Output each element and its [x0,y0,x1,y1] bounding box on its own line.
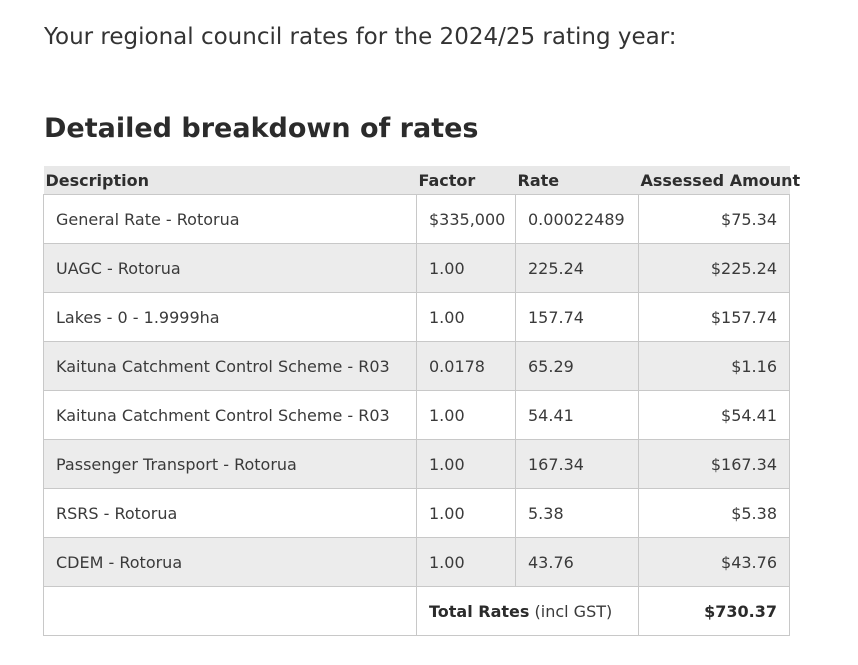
total-amount: $730.37 [704,601,777,621]
row-description: CDEM - Rotorua [43,537,417,587]
row-rate: 225.24 [515,243,639,293]
table-row: General Rate - Rotorua $335,000 0.000224… [43,194,790,244]
row-amount: $167.34 [638,439,790,489]
row-description: Lakes - 0 - 1.9999ha [43,292,417,342]
table-row: UAGC - Rotorua 1.00 225.24 $225.24 [43,243,790,293]
row-factor: 1.00 [416,439,516,489]
table-row: CDEM - Rotorua 1.00 43.76 $43.76 [43,537,790,587]
row-factor: 1.00 [416,537,516,587]
table-row: Lakes - 0 - 1.9999ha 1.00 157.74 $157.74 [43,292,790,342]
section-title: Detailed breakdown of rates [44,113,479,144]
row-factor: 0.0178 [416,341,516,391]
header-assessed-amount: Assessed Amount [638,166,800,195]
table-row: Kaituna Catchment Control Scheme - R03 0… [43,341,790,391]
row-factor: 1.00 [416,292,516,342]
row-description: Passenger Transport - Rotorua [43,439,417,489]
row-factor: $335,000 [416,194,516,244]
row-description: RSRS - Rotorua [43,488,417,538]
total-label-suffix: (incl GST) [534,601,613,621]
row-amount: $225.24 [638,243,790,293]
row-factor: 1.00 [416,488,516,538]
table-row: Passenger Transport - Rotorua 1.00 167.3… [43,439,790,489]
row-amount: $54.41 [638,390,790,440]
total-label-cell: Total Rates (incl GST) [416,586,639,636]
row-amount: $157.74 [638,292,790,342]
rates-breakdown-table: Description Factor Rate Assessed Amount … [43,166,800,636]
row-factor: 1.00 [416,390,516,440]
table-header-row: Description Factor Rate Assessed Amount [43,166,800,195]
row-rate: 0.00022489 [515,194,639,244]
row-rate: 157.74 [515,292,639,342]
row-amount: $43.76 [638,537,790,587]
total-row: Total Rates (incl GST) $730.37 [43,586,790,636]
intro-text: Your regional council rates for the 2024… [44,24,677,50]
total-empty-cell [43,586,417,636]
row-amount: $75.34 [638,194,790,244]
row-factor: 1.00 [416,243,516,293]
row-description: UAGC - Rotorua [43,243,417,293]
row-description: Kaituna Catchment Control Scheme - R03 [43,341,417,391]
row-description: Kaituna Catchment Control Scheme - R03 [43,390,417,440]
row-rate: 54.41 [515,390,639,440]
row-amount: $5.38 [638,488,790,538]
row-rate: 5.38 [515,488,639,538]
total-label: Total Rates [429,601,530,621]
row-rate: 65.29 [515,341,639,391]
row-amount: $1.16 [638,341,790,391]
row-description: General Rate - Rotorua [43,194,417,244]
table-row: Kaituna Catchment Control Scheme - R03 1… [43,390,790,440]
table-row: RSRS - Rotorua 1.00 5.38 $5.38 [43,488,790,538]
row-rate: 43.76 [515,537,639,587]
row-rate: 167.34 [515,439,639,489]
header-description: Description [43,166,417,195]
total-amount-cell: $730.37 [638,586,790,636]
header-factor: Factor [416,166,516,195]
header-rate: Rate [515,166,639,195]
